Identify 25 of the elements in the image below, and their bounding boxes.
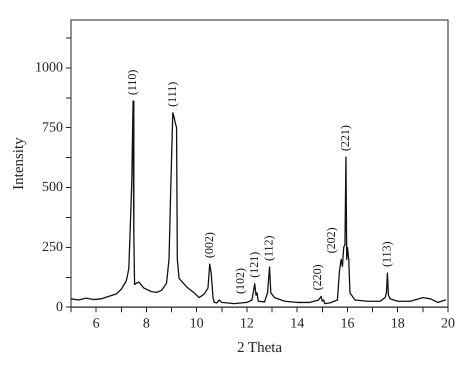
annotation: (102) [232, 268, 247, 294]
x-tick-label: 14 [290, 316, 304, 332]
y-axis-title: Intensity [10, 136, 27, 190]
annotation: (121) [246, 252, 261, 278]
x-tick-label: 12 [240, 316, 254, 332]
y-tick-label: 0 [56, 300, 63, 315]
annotation: (202) [324, 227, 338, 254]
x-axis-title: 2 Theta [236, 340, 282, 356]
y-tick-label: 250 [42, 240, 63, 256]
x-tick-label: 18 [390, 316, 405, 332]
y-tick-label: 500 [42, 180, 63, 196]
annotation: (113) [380, 241, 394, 267]
annotation: (112) [262, 235, 276, 261]
y-tick-label: 750 [42, 120, 63, 136]
annotation: (220) [310, 264, 324, 290]
x-tick-label: 10 [190, 316, 204, 332]
x-tick-label: 20 [441, 316, 455, 332]
y-tick-label: 1000 [35, 60, 63, 76]
annotation: (110) [125, 70, 140, 96]
annotation: (002) [202, 232, 216, 258]
annotation: (111) [164, 82, 179, 107]
annotation: (221) [338, 125, 352, 152]
x-tick-label: 8 [142, 316, 150, 332]
x-tick-label: 16 [340, 316, 354, 332]
x-tick-label: 6 [92, 316, 100, 332]
